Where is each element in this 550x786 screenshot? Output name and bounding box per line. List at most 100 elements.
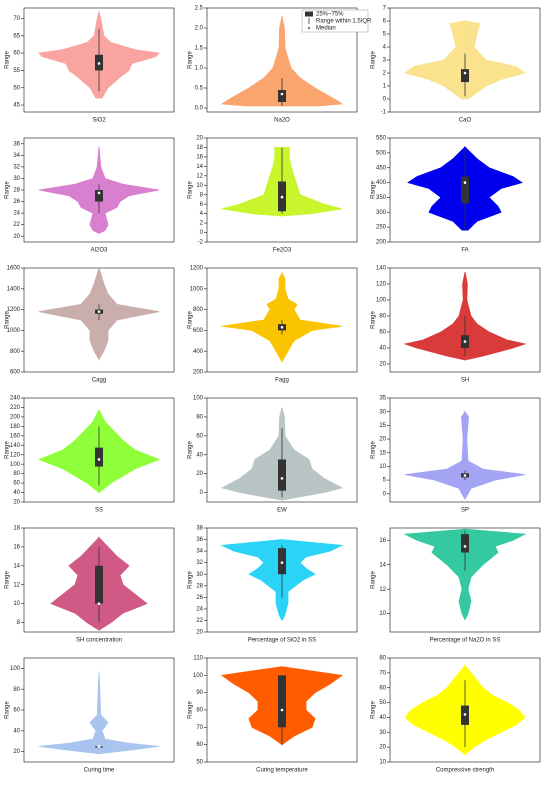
iqr-box	[278, 459, 286, 491]
iqr-box	[461, 69, 469, 83]
y-tick-label: 20	[379, 362, 386, 368]
y-tick-label: 550	[376, 136, 387, 142]
violin-half	[464, 410, 526, 500]
violin-half	[404, 20, 466, 100]
y-tick-label: 12	[379, 587, 386, 593]
plot-frame	[206, 137, 358, 243]
y-tick-label: 1400	[7, 286, 21, 292]
violin-half	[50, 536, 100, 631]
y-axis-label: Range	[5, 181, 11, 199]
y-tick-label: 5	[383, 478, 387, 484]
median	[97, 458, 101, 461]
plot-frame	[389, 657, 541, 763]
median	[97, 602, 101, 605]
violin-half	[221, 147, 283, 217]
y-tick-label: 800	[193, 307, 204, 313]
y-tick-label: 400	[376, 180, 387, 186]
y-axis-label: Range	[371, 701, 377, 719]
y-tick-label: 1600	[7, 266, 21, 272]
y-tick-label: 20	[379, 437, 386, 443]
y-axis-label: Range	[188, 441, 194, 459]
violin-half	[464, 20, 526, 100]
x-axis-label: Al2O3	[91, 248, 108, 254]
y-tick-label: 15	[379, 450, 386, 456]
y-tick-label: 40	[13, 490, 20, 496]
y-tick-label: 35	[379, 396, 386, 402]
y-tick-label: 60	[13, 708, 20, 714]
x-axis-label: SH	[461, 378, 469, 384]
legend-label: 25%~75%	[316, 12, 344, 18]
plot-frame	[206, 267, 358, 373]
x-axis-label: FA	[461, 248, 468, 254]
violin-half	[220, 407, 283, 501]
y-tick-label: 30	[13, 176, 20, 182]
y-tick-label: 30	[379, 730, 386, 736]
x-axis-label: Compressive strength	[436, 768, 494, 774]
y-tick-label: 6	[200, 202, 204, 208]
y-tick-label: 100	[10, 462, 21, 468]
violin-half	[281, 666, 344, 746]
violin-half	[98, 409, 161, 494]
y-axis-label: Range	[188, 311, 194, 329]
y-tick-label: 0	[383, 491, 387, 497]
y-tick-label: 3	[383, 58, 387, 64]
y-tick-label: 14	[13, 563, 20, 569]
plot-frame	[389, 527, 541, 633]
y-axis-label: Range	[5, 311, 11, 329]
median	[463, 545, 467, 548]
violin-half	[38, 267, 100, 362]
x-axis-label: Curing time	[84, 768, 115, 774]
y-tick-label: 70	[196, 725, 203, 731]
y-tick-label: 24	[13, 211, 20, 217]
y-tick-label: 0.5	[195, 86, 204, 92]
y-tick-label: 1	[383, 84, 387, 90]
violin-half	[464, 271, 527, 361]
y-tick-label: 16	[13, 544, 20, 550]
y-tick-label: 160	[10, 433, 21, 439]
y-tick-label: 600	[10, 370, 21, 376]
y-tick-label: 0.0	[195, 106, 204, 112]
violin-half	[281, 147, 343, 217]
y-tick-label: 200	[10, 414, 21, 420]
y-tick-label: 90	[196, 690, 203, 696]
y-tick-label: 1000	[7, 328, 21, 334]
y-tick-label: 140	[376, 266, 387, 272]
y-tick-label: 120	[10, 452, 21, 458]
y-tick-label: 8	[17, 620, 21, 626]
y-tick-label: 14	[379, 562, 386, 568]
violin-half	[464, 145, 523, 231]
median	[97, 310, 101, 313]
violin-half	[38, 146, 100, 234]
y-axis-label: Range	[188, 701, 194, 719]
violin-half	[281, 15, 344, 107]
y-tick-label: -2	[198, 240, 204, 246]
y-tick-label: 36	[13, 141, 20, 147]
y-tick-label: 5	[383, 32, 387, 38]
median	[97, 745, 101, 748]
y-tick-label: 250	[376, 225, 387, 231]
y-tick-label: -1	[381, 110, 387, 116]
y-axis-label: Range	[188, 51, 194, 69]
x-axis-label: SP	[461, 508, 469, 514]
median	[463, 713, 467, 716]
y-tick-label: 220	[10, 405, 21, 411]
y-tick-label: 10	[13, 601, 20, 607]
y-tick-label: 50	[13, 85, 20, 91]
median	[280, 708, 284, 712]
y-tick-label: 18	[13, 526, 20, 532]
y-tick-label: 8	[200, 192, 204, 198]
y-tick-label: 1000	[190, 286, 204, 292]
y-tick-label: 100	[376, 298, 387, 304]
y-tick-label: 40	[379, 715, 386, 721]
y-tick-label: 600	[193, 328, 204, 334]
x-axis-label: CaO	[459, 118, 472, 124]
y-tick-label: 36	[196, 537, 203, 543]
y-tick-label: 38	[196, 526, 203, 532]
iqr-box	[95, 447, 103, 467]
plot-frame	[23, 7, 175, 113]
violin-half	[221, 271, 283, 364]
violin-half	[403, 271, 466, 361]
y-tick-label: 80	[196, 708, 203, 714]
plot-frame	[389, 397, 541, 503]
